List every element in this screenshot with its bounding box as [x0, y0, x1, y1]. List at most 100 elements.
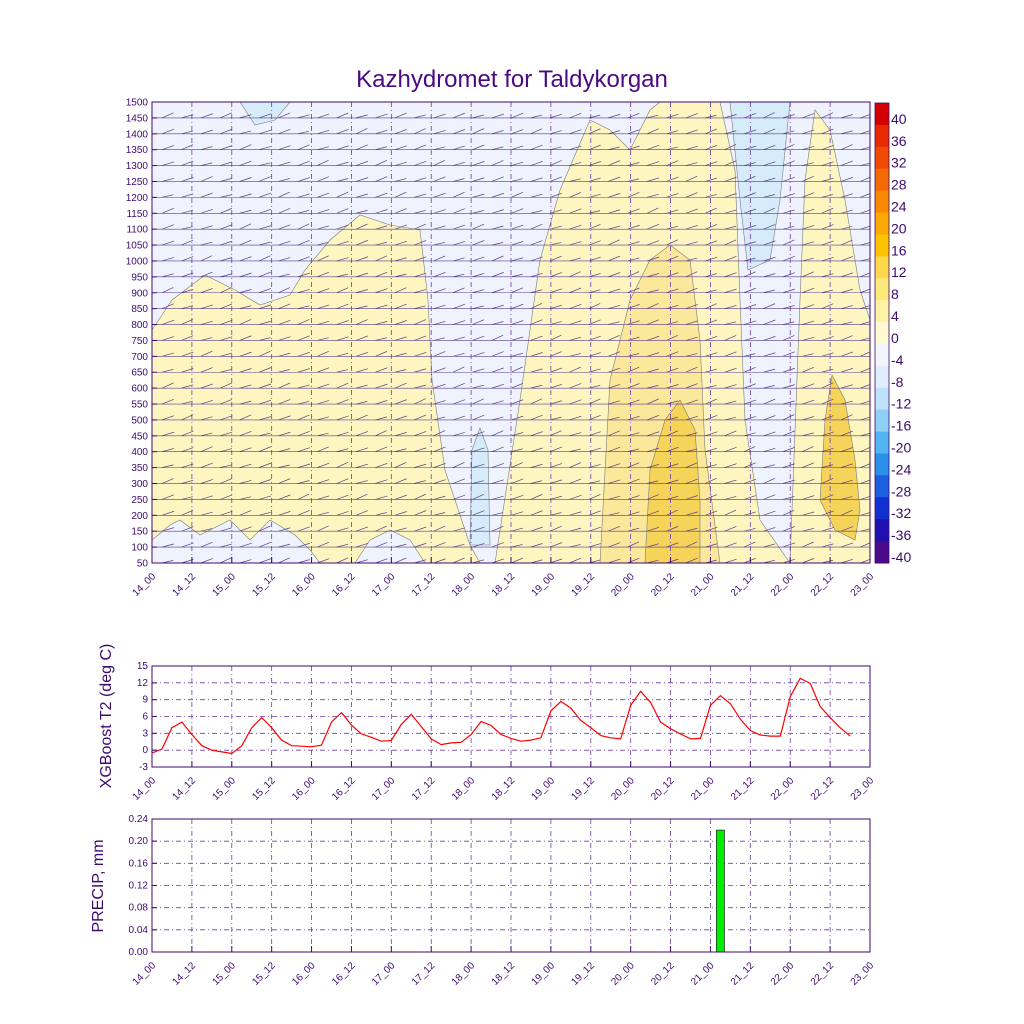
xs-ytick-label: 350: [131, 463, 148, 474]
wind-barb: [724, 272, 737, 278]
wind-barb: [608, 288, 621, 294]
wind-barb: [724, 209, 737, 214]
wind-barb: [259, 102, 260, 103]
wind-barb: [258, 192, 272, 198]
wind-barb: [375, 462, 388, 468]
wind-barb: [161, 543, 174, 548]
wind-barb: [802, 558, 815, 563]
wind-barb: [200, 208, 213, 214]
wind-barb: [336, 178, 349, 182]
wind-barb: [782, 335, 795, 341]
wind-barb: [472, 526, 485, 532]
wind-barb: [705, 224, 718, 230]
wind-barb: [278, 240, 291, 246]
wind-barb: [355, 305, 368, 309]
wind-barb: [840, 176, 854, 182]
wind-barb: [181, 480, 194, 484]
precip-grid: [152, 819, 870, 952]
wind-barb: [685, 416, 698, 421]
wind-barb: [200, 241, 213, 246]
wind-barb: [491, 102, 493, 103]
wind-barb: [414, 463, 427, 468]
wind-barb: [336, 240, 349, 246]
wind-barb: [472, 102, 474, 103]
colorbar-cell: [875, 103, 889, 126]
xs-ytick-label: 1450: [126, 113, 149, 124]
wind-barb: [569, 241, 582, 246]
wind-barb: [860, 463, 870, 468]
wind-barb: [336, 431, 349, 437]
wind-barb: [569, 448, 581, 453]
t2-xtick-label: 18_12: [490, 775, 518, 803]
wind-barb: [278, 448, 291, 453]
wind-barb: [685, 353, 698, 357]
wind-barb: [821, 289, 834, 294]
wind-barb: [860, 146, 870, 151]
wind-barb: [821, 478, 834, 484]
wind-barb: [317, 255, 329, 262]
xs-ytick-label: 1350: [126, 145, 149, 156]
wind-barb: [685, 399, 698, 405]
wind-barb: [433, 446, 446, 453]
xs-xtick-label: 19_12: [569, 571, 597, 599]
t2-ytick-label: 12: [137, 678, 149, 689]
wind-barb: [821, 431, 834, 437]
wind-barb: [297, 256, 310, 262]
wind-barb: [511, 273, 523, 278]
wind-barb: [452, 494, 466, 500]
wind-barb: [200, 350, 213, 357]
wind-barb: [608, 400, 621, 405]
t2-ytick-label: 0: [142, 745, 148, 756]
wind-barb: [258, 432, 271, 437]
wind-barb: [860, 130, 870, 135]
wind-barb: [181, 335, 194, 341]
colorbar-label: 16: [891, 242, 907, 258]
wind-barb: [355, 414, 368, 421]
colorbar-cell: [875, 234, 889, 257]
wind-barb: [278, 112, 291, 119]
wind-barb: [336, 415, 349, 421]
wind-barb: [200, 113, 213, 119]
wind-barb: [452, 352, 465, 357]
colorbar-cell: [875, 168, 889, 192]
wind-barb: [666, 463, 679, 468]
wind-barb: [200, 102, 202, 103]
wind-barb: [297, 480, 310, 484]
wind-barb: [452, 399, 466, 405]
wind-barb: [549, 384, 563, 389]
wind-barb: [569, 192, 582, 198]
wind-barb: [821, 368, 834, 373]
wind-barb: [472, 543, 485, 548]
wind-barb: [666, 305, 679, 309]
wind-barb: [317, 367, 330, 373]
wind-barb: [802, 337, 814, 341]
wind-barb: [161, 319, 175, 325]
wind-barb: [414, 160, 427, 166]
wind-barb: [646, 480, 659, 484]
wind-barb: [705, 289, 717, 294]
wind-barb: [550, 102, 552, 103]
wind-barb: [278, 257, 291, 262]
wind-barb: [452, 557, 465, 563]
wind-barb: [685, 224, 698, 230]
wind-barb: [278, 543, 291, 548]
wind-barb: [200, 495, 213, 500]
wind-barb: [375, 209, 388, 214]
wind-barb: [705, 273, 718, 278]
wind-barb: [433, 271, 446, 278]
wind-barb: [549, 192, 563, 198]
cross-section-y-ticks: 50 100 150 200 250 300 350 400 450 500 550 600 650 70…: [126, 98, 157, 570]
wind-barb: [414, 352, 427, 357]
wind-barb: [569, 271, 581, 278]
wind-barb: [782, 288, 795, 294]
wind-barb: [258, 558, 272, 563]
wind-barb: [239, 447, 252, 453]
wind-barb: [549, 525, 562, 532]
colorbar-cell: [875, 475, 889, 498]
wind-barb: [763, 527, 776, 532]
wind-barb: [627, 162, 640, 166]
wind-barb: [297, 526, 310, 532]
colorbar-cell: [875, 519, 889, 542]
wind-barb: [297, 335, 310, 341]
wind-barb: [569, 102, 571, 103]
